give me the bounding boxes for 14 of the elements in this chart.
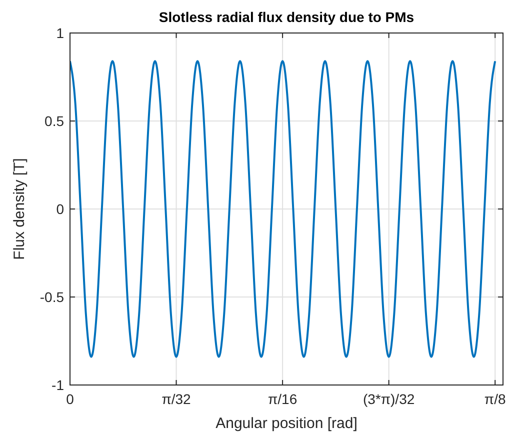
x-tick-label: π/16 (268, 391, 298, 407)
x-tick-label: (3*π)/32 (362, 391, 415, 407)
chart-title: Slotless radial flux density due to PMs (158, 9, 414, 25)
x-tick-label: π/8 (484, 391, 506, 407)
y-tick-label: -1 (52, 376, 64, 393)
y-tick-label: -0.5 (40, 288, 64, 305)
x-axis-title: Angular position [rad] (216, 415, 358, 432)
y-tick-label: 1 (56, 24, 64, 41)
x-tick-label: π/32 (162, 391, 192, 407)
line-series (70, 60, 496, 358)
y-tick-label: 0.5 (44, 112, 64, 129)
x-tick-label: 0 (66, 391, 74, 407)
y-axis-title: Flux density [T] (11, 158, 28, 260)
y-tick-label: 0 (56, 200, 64, 217)
